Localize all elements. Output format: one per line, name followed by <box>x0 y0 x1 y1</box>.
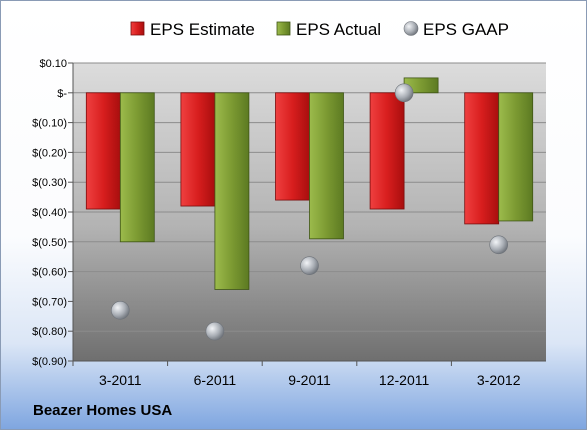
legend-label: EPS GAAP <box>423 20 509 39</box>
eps-gaap-point <box>489 235 509 255</box>
eps-estimate-bar <box>369 92 405 210</box>
y-tick-label: $0.10 <box>39 58 67 70</box>
eps-gaap-point <box>394 83 414 103</box>
y-tick-label: $(0.30) <box>32 177 67 189</box>
y-tick-label: $(0.70) <box>32 296 67 308</box>
y-tick-label: $(0.40) <box>32 207 67 219</box>
y-tick-label: $(0.10) <box>32 118 67 130</box>
legend-swatch <box>276 21 291 36</box>
eps-gaap-point <box>111 301 130 320</box>
company-name: Beazer Homes USA <box>33 402 173 419</box>
y-tick-label: $(0.80) <box>32 326 67 338</box>
legend-label: EPS Actual <box>296 20 381 39</box>
eps-actual-bar <box>309 92 344 240</box>
eps-actual-bar <box>498 92 534 222</box>
y-tick-label: $- <box>57 88 67 100</box>
y-tick-label: $(0.60) <box>32 267 67 279</box>
eps-actual-bar <box>119 92 155 243</box>
legend-swatch <box>403 21 419 36</box>
x-tick-label: 6-2011 <box>194 372 237 388</box>
x-tick-label: 3-2011 <box>99 372 142 388</box>
eps-estimate-bar <box>464 92 500 225</box>
eps-estimate-bar <box>85 92 121 210</box>
x-tick-label: 3-2012 <box>477 372 521 388</box>
eps-actual-bar <box>214 92 250 290</box>
legend-label: EPS Estimate <box>150 20 255 39</box>
x-tick-label: 9-2011 <box>288 372 331 388</box>
x-tick-label: 12-2011 <box>379 372 430 388</box>
y-tick-label: $(0.50) <box>32 237 67 249</box>
eps-gaap-point <box>205 321 225 341</box>
y-tick-label: $(0.90) <box>32 356 67 368</box>
y-tick-label: $(0.20) <box>32 147 67 159</box>
eps-estimate-bar <box>180 92 216 207</box>
legend-swatch <box>130 21 145 36</box>
eps-estimate-bar <box>275 92 310 201</box>
eps-gaap-point <box>300 256 319 275</box>
